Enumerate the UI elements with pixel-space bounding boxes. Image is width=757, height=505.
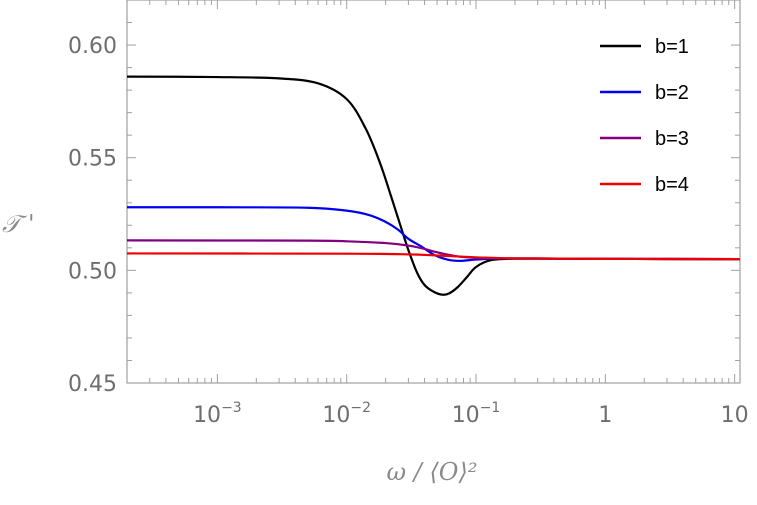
legend-label: b=3 [655,128,689,150]
plot-frame [126,0,741,384]
y-axis-ticks: 0.45 0.50 0.55 0.60 [68,0,740,397]
series-layer [126,75,741,296]
x-tick-label: 10−3 [193,400,242,428]
legend: b=1 b=2 b=3 b=4 [600,36,689,196]
x-tick-label: 1 [598,403,612,428]
legend-label: b=2 [655,82,689,104]
series-line-b=1 [126,75,741,296]
y-tick-label: 0.60 [68,34,117,59]
x-axis-ticks: 10−3 10−2 10−1 1 10 [126,0,749,428]
x-tick-label: 10−2 [322,400,371,428]
plot-border [126,0,741,384]
x-tick-label: 10 [721,403,749,428]
y-tick-label: 0.55 [68,147,117,172]
legend-label: b=4 [655,174,689,196]
y-tick-label: 0.45 [68,372,117,397]
series-line-b=4 [126,252,741,261]
y-tick-label: 0.50 [68,259,117,284]
x-axis-label: ω / ⟨O⟩² [387,458,478,486]
x-tick-label: 10−1 [452,400,501,428]
y-axis-label: 𝒯 ' [2,210,35,238]
legend-label: b=1 [655,36,689,58]
